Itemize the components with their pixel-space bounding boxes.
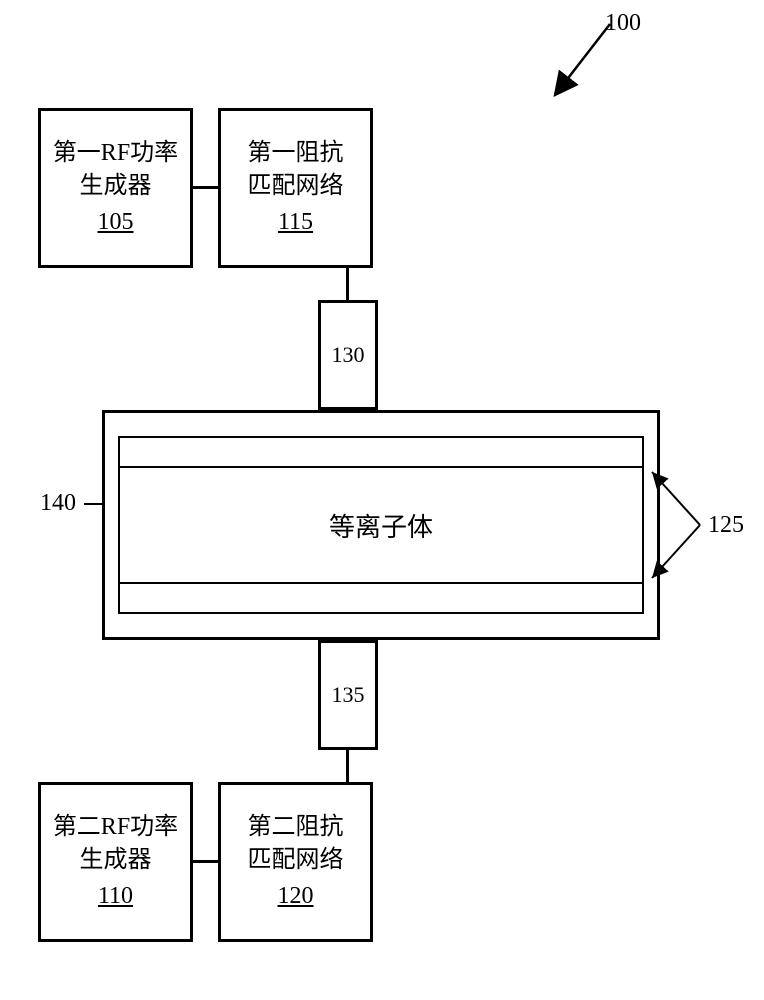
rf2-ref: 110 xyxy=(98,880,133,912)
imn2-ref: 120 xyxy=(278,880,314,912)
connector-port-bottom-imn2 xyxy=(346,750,349,782)
imn2-title-line1: 第二阻抗 xyxy=(248,811,344,843)
rf2-title-line2: 生成器 xyxy=(80,844,152,876)
connector-rf2-imn2 xyxy=(193,860,218,863)
port-bottom-ref: 135 xyxy=(332,680,365,710)
ref-140: 140 xyxy=(40,490,76,517)
diagram-canvas: 100 第一RF功率 生成器 105 第一阻抗 匹配网络 115 130 等离子… xyxy=(0,0,764,1000)
ref-125: 125 xyxy=(708,512,744,539)
block-impedance-match-2: 第二阻抗 匹配网络 120 xyxy=(218,782,373,942)
port-bottom: 135 xyxy=(318,640,378,750)
block-rf-generator-2: 第二RF功率 生成器 110 xyxy=(38,782,193,942)
rf2-title-line1: 第二RF功率 xyxy=(53,811,178,843)
tick-140 xyxy=(84,503,102,505)
imn2-title-line2: 匹配网络 xyxy=(248,844,344,876)
